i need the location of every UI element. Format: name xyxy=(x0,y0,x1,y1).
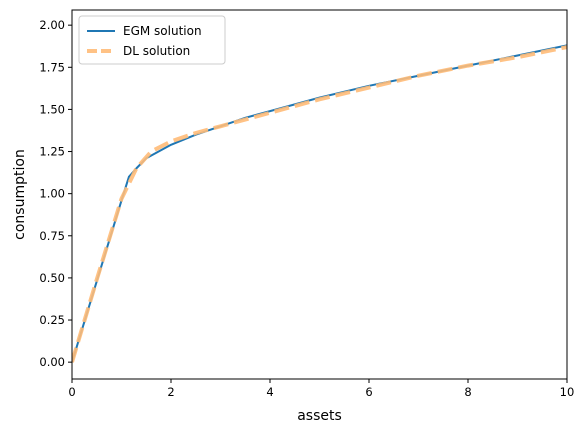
legend-label: DL solution xyxy=(123,44,190,58)
plot-frame xyxy=(71,9,568,380)
y-tick-label: 0.50 xyxy=(39,271,65,285)
legend-box xyxy=(78,15,226,65)
axes-layer: 0 2 4 6 8 10 0.00 0.25 0.50 0.75 1.00 1.25 1.50 1.75 2… xyxy=(39,18,574,399)
y-tick-label: 0.00 xyxy=(39,355,65,369)
y-tick-label: 1.75 xyxy=(39,60,65,74)
y-tick-label: 0.25 xyxy=(39,313,65,327)
x-tick-label: 8 xyxy=(464,385,471,399)
y-axis-label: consumption xyxy=(12,149,28,240)
series-layer xyxy=(72,44,567,363)
y-tick-label: 1.50 xyxy=(39,102,65,116)
x-tick-label: 0 xyxy=(68,385,75,399)
legend-label: EGM solution xyxy=(123,24,202,38)
x-tick-label: 4 xyxy=(266,385,273,399)
y-tick-label: 1.25 xyxy=(39,145,65,159)
x-tick-label: 10 xyxy=(560,385,575,399)
x-tick-label: 2 xyxy=(167,385,174,399)
y-tick-label: 2.00 xyxy=(39,18,65,32)
y-tick-label: 0.75 xyxy=(39,229,65,243)
y-tick-label: 1.00 xyxy=(39,187,65,201)
legend: EGM solution DL solution xyxy=(78,15,226,65)
series-line-egm xyxy=(72,44,567,363)
x-axis-label: assets xyxy=(297,408,342,424)
series-line-dl xyxy=(72,45,567,363)
x-tick-label: 6 xyxy=(365,385,372,399)
